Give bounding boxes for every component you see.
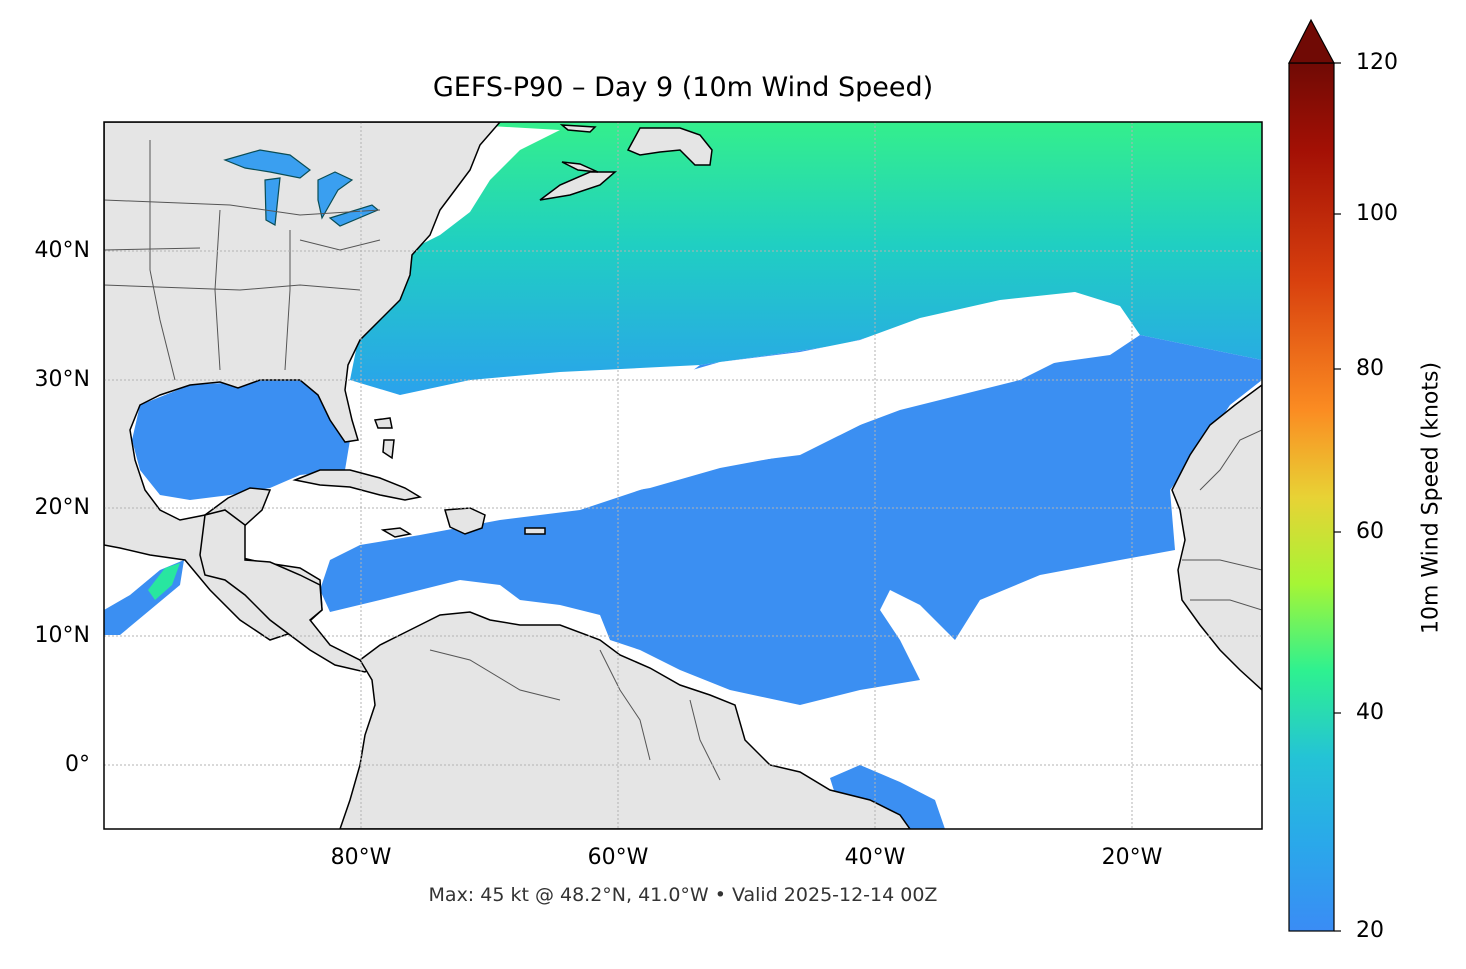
land-cuba [292,469,423,501]
land-pei [559,124,599,173]
lat-tick-0: 0° [65,752,90,777]
land-bahamas [373,417,395,460]
lat-tick-10n: 10°N [34,623,90,648]
map-frame [103,121,1263,830]
land-puerto-rico [524,527,546,535]
lon-tick-40w: 40°W [844,845,906,870]
land-nova-scotia [539,171,618,201]
great-lakes [223,149,380,227]
gridlines [104,122,1262,829]
wind-field-pacific-core [148,563,180,600]
map-footer: Max: 45 kt @ 48.2°N, 41.0°W • Valid 2025… [428,884,938,906]
colorbar-extend-arrow [1288,18,1336,64]
lon-tick-60w: 60°W [587,845,649,870]
colorbar-label: 10m Wind Speed (knots) [1418,361,1444,635]
colorbar-tick-20: 20 [1356,918,1384,943]
lon-tick-80w: 80°W [330,845,392,870]
colorbar-tick-60: 60 [1356,519,1384,544]
lat-tick-40n: 40°N [34,238,90,263]
colorbar-tick-100: 100 [1356,201,1398,226]
land-africa [1171,384,1262,692]
map-title: GEFS-P90 – Day 9 (10m Wind Speed) [432,72,934,103]
land-south-america [339,611,911,829]
wind-field-gulf [132,378,350,500]
land-newfoundland [626,127,713,166]
wind-field-tropical [320,292,1262,705]
colorbar-bar [1288,62,1335,932]
colorbar-tick-120: 120 [1356,50,1398,75]
colorbar-tick-marks [1334,62,1341,932]
calm-zone [420,292,1140,505]
colorbar-tick-80: 80 [1356,356,1384,381]
lat-tick-20n: 20°N [34,495,90,520]
political-borders [104,140,1262,781]
lon-tick-20w: 20°W [1101,845,1163,870]
land-jamaica [380,527,413,538]
colorbar-tick-40: 40 [1356,700,1384,725]
lat-tick-30n: 30°N [34,367,90,392]
